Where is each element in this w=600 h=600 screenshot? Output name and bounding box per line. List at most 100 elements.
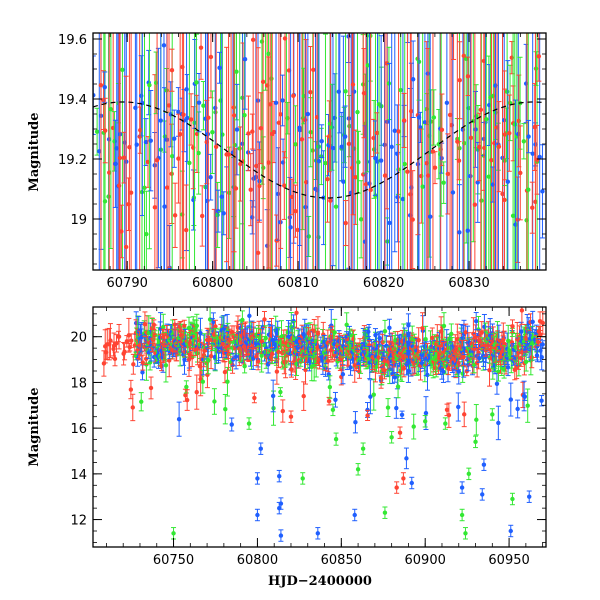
blue-data-point (196, 100, 202, 105)
green-data-point (106, 194, 111, 199)
red-data-point (439, 127, 445, 133)
blue-data-point (410, 77, 416, 82)
red-data-point (227, 338, 233, 344)
green-data-point (386, 81, 392, 86)
blue-data-point (475, 180, 480, 185)
green-data-point (332, 330, 337, 335)
green-data-point (194, 323, 200, 329)
red-data-point (183, 393, 188, 398)
red-data-point (361, 90, 367, 96)
red-data-point (378, 375, 384, 381)
red-data-point (254, 163, 259, 169)
blue-data-point (185, 115, 190, 121)
blue-data-point (221, 211, 226, 216)
green-data-point (504, 89, 510, 94)
green-data-point (144, 231, 149, 237)
blue-data-point (362, 341, 368, 347)
red-data-point (530, 205, 535, 210)
green-data-point (163, 363, 169, 368)
red-data-point (432, 165, 438, 170)
red-data-point (128, 190, 134, 195)
blue-data-point (297, 127, 303, 133)
green-data-point (170, 153, 175, 159)
green-data-point (108, 107, 114, 112)
blue-data-point (291, 318, 296, 324)
green-data-point (225, 379, 230, 384)
red-data-point (181, 112, 186, 117)
blue-data-point (425, 372, 430, 378)
green-data-point (510, 213, 516, 219)
blue-data-point (377, 336, 382, 341)
blue-data-point (395, 374, 400, 379)
red-data-point (164, 185, 170, 190)
y-tick-label: 19 (70, 213, 87, 228)
blue-data-point (273, 100, 279, 106)
red-data-point (194, 131, 200, 137)
green-data-point (153, 80, 159, 86)
red-data-point (250, 37, 256, 43)
red-data-point (456, 158, 462, 163)
red-data-point (328, 198, 333, 203)
red-data-point (250, 129, 255, 134)
red-data-point (169, 68, 175, 73)
red-data-point (445, 171, 451, 177)
red-data-point (131, 362, 136, 367)
green-data-point (431, 115, 437, 120)
green-data-point (423, 337, 428, 342)
blue-data-point (212, 354, 218, 360)
green-data-point (333, 436, 339, 442)
green-data-point (355, 109, 360, 115)
y-tick-label: 19.6 (58, 33, 87, 48)
green-data-point (439, 0, 443, 4)
red-data-point (274, 369, 280, 374)
red-data-point (311, 67, 316, 72)
green-data-point (187, 160, 192, 166)
blue-data-point (342, 134, 348, 139)
blue-data-point (305, 111, 311, 117)
blue-data-point (473, 127, 478, 132)
green-data-point (333, 204, 339, 209)
green-data-point (237, 146, 242, 151)
green-data-point (323, 160, 328, 166)
green-data-point (310, 148, 315, 153)
red-data-point (294, 310, 299, 315)
red-data-point (326, 398, 332, 404)
blue-data-point (353, 420, 358, 425)
blue-data-point (387, 325, 392, 331)
red-data-point (233, 186, 239, 191)
red-data-point (262, 317, 267, 322)
green-data-point (112, 139, 117, 144)
green-data-point (212, 399, 217, 404)
blue-data-point (422, 120, 428, 125)
red-data-point (246, 131, 251, 136)
blue-data-point (387, 220, 392, 226)
red-data-point (124, 339, 130, 344)
red-data-point (188, 117, 194, 122)
blue-data-point (516, 131, 521, 137)
blue-data-point (457, 230, 462, 235)
red-data-point (451, 27, 455, 31)
red-data-point (278, 112, 283, 117)
red-data-point (148, 385, 154, 391)
blue-data-point (378, 158, 384, 163)
red-data-point (107, 170, 112, 175)
red-data-point (112, 356, 118, 362)
blue-data-point (505, 179, 511, 184)
red-data-point (502, 132, 508, 137)
blue-data-point (134, 142, 139, 147)
green-data-point (343, 89, 348, 94)
red-data-point (248, 187, 253, 192)
green-data-point (306, 234, 312, 239)
blue-data-point (523, 81, 529, 86)
blue-data-point (392, 128, 397, 133)
red-data-point (268, 102, 273, 107)
red-data-point (371, 135, 376, 141)
blue-data-point (316, 158, 322, 164)
red-data-point (502, 197, 507, 203)
blue-data-point (270, 393, 276, 399)
green-data-point (142, 185, 147, 191)
blue-data-point (319, 138, 324, 144)
red-data-point (200, 213, 205, 219)
green-data-point (365, 63, 370, 68)
